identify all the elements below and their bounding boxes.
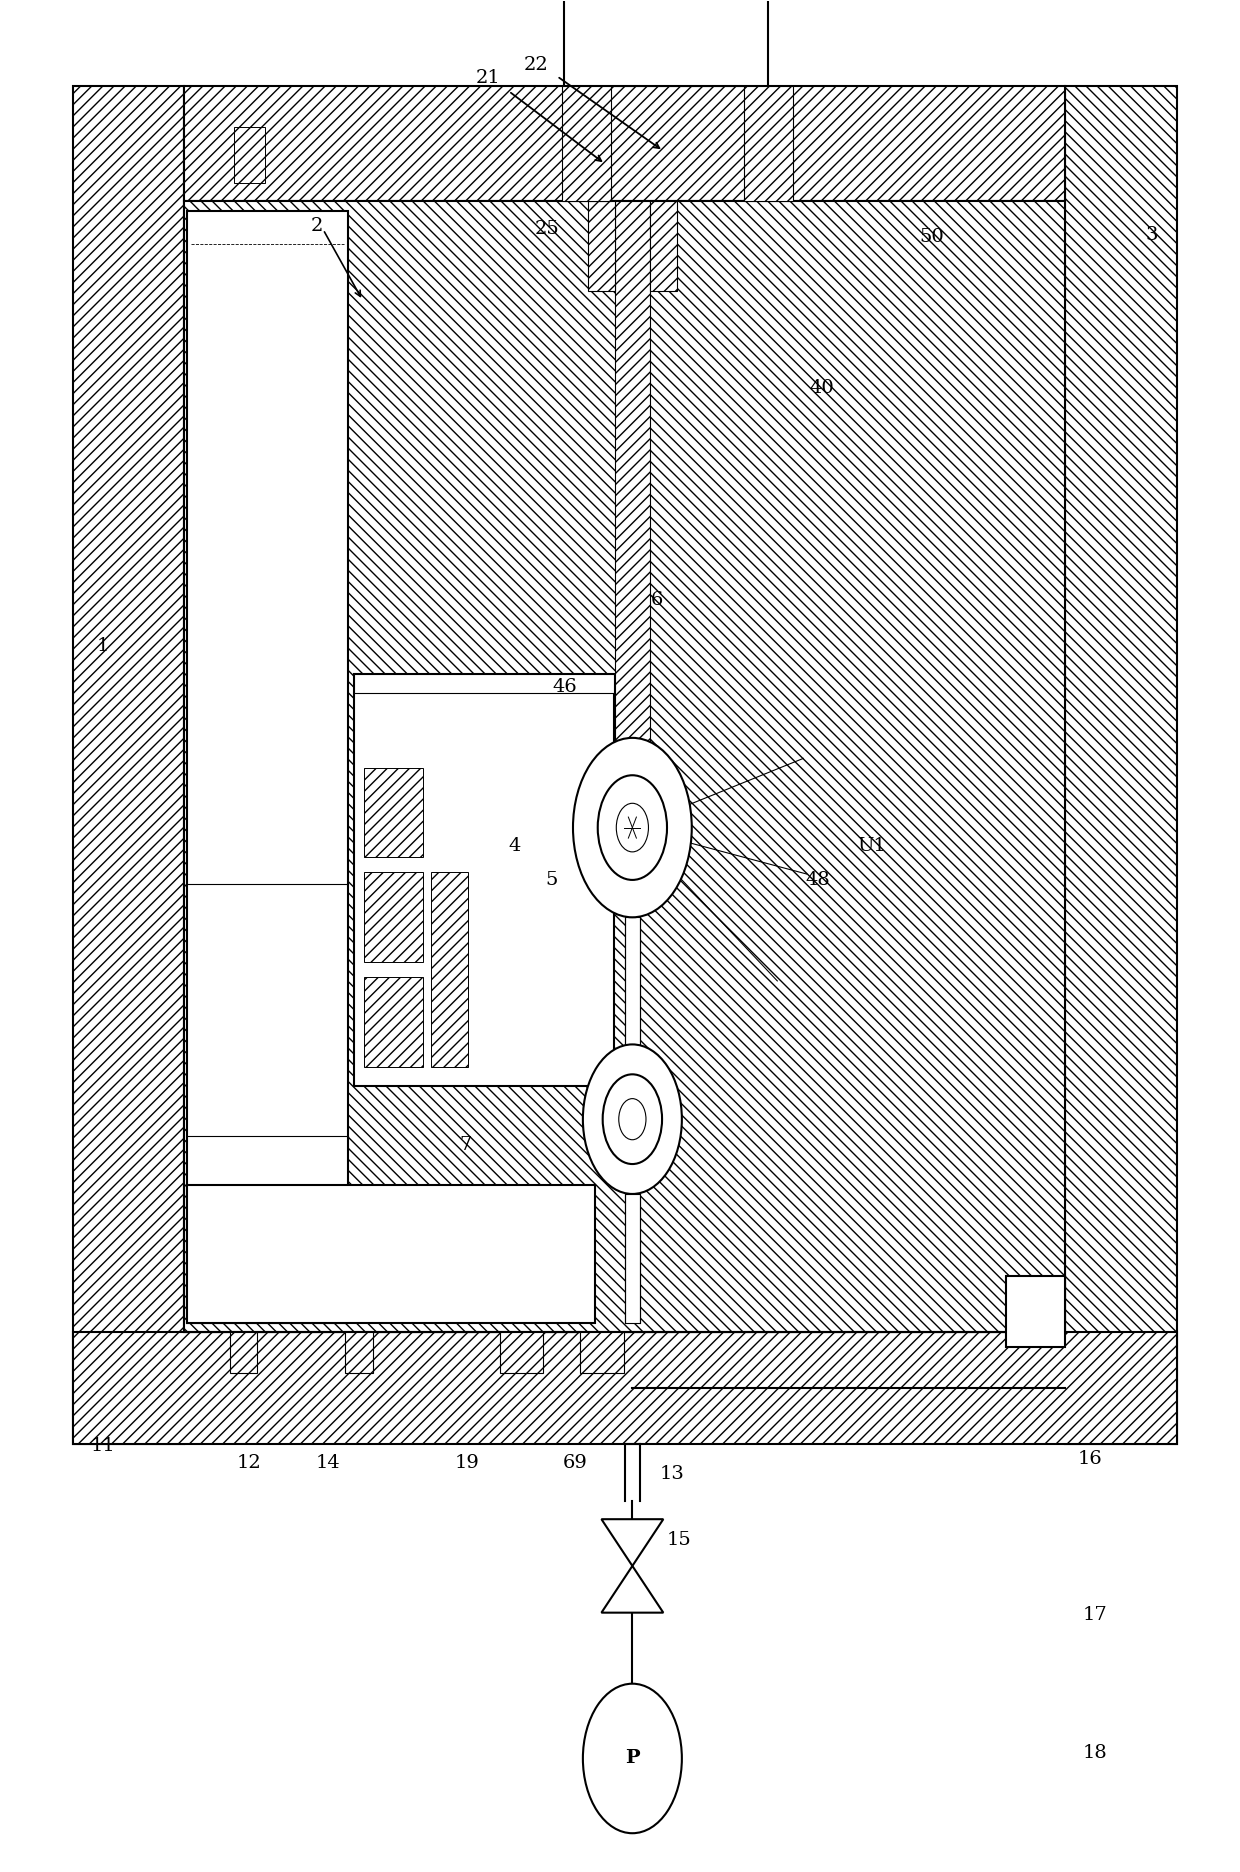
Bar xyxy=(363,768,423,857)
Circle shape xyxy=(583,1045,682,1194)
Bar xyxy=(588,202,615,292)
Circle shape xyxy=(603,1075,662,1164)
Text: 48: 48 xyxy=(806,870,831,889)
Polygon shape xyxy=(615,758,650,796)
Text: 6: 6 xyxy=(651,590,663,608)
Text: 25: 25 xyxy=(534,221,559,238)
Bar xyxy=(231,1333,258,1374)
Text: 4: 4 xyxy=(508,837,521,856)
Bar xyxy=(615,758,650,796)
Bar xyxy=(1006,1277,1065,1348)
Text: 46: 46 xyxy=(552,678,577,696)
Text: 69: 69 xyxy=(563,1455,588,1471)
Text: 11: 11 xyxy=(91,1438,115,1455)
Polygon shape xyxy=(601,1565,663,1612)
Text: 18: 18 xyxy=(1083,1745,1107,1762)
Bar xyxy=(234,127,265,183)
Polygon shape xyxy=(601,1520,663,1565)
Text: 15: 15 xyxy=(667,1531,692,1548)
Bar xyxy=(430,872,467,1067)
Text: 12: 12 xyxy=(237,1455,262,1471)
Bar xyxy=(580,1333,624,1374)
Text: 22: 22 xyxy=(523,56,548,73)
Text: P: P xyxy=(625,1750,640,1767)
Bar xyxy=(353,674,614,1086)
Bar xyxy=(73,86,185,1445)
Bar xyxy=(185,202,1065,1333)
Bar xyxy=(562,86,611,202)
Text: 5: 5 xyxy=(546,870,558,889)
Bar xyxy=(744,86,794,202)
Text: U1: U1 xyxy=(857,837,885,856)
Bar xyxy=(187,212,347,1324)
Text: 13: 13 xyxy=(660,1466,684,1483)
Text: 7: 7 xyxy=(459,1136,471,1155)
Bar xyxy=(185,86,1065,202)
Circle shape xyxy=(583,1683,682,1833)
Circle shape xyxy=(573,738,692,917)
Text: 17: 17 xyxy=(1083,1606,1107,1623)
Text: 40: 40 xyxy=(810,380,835,397)
Bar xyxy=(363,872,423,962)
Bar xyxy=(650,202,677,292)
Bar xyxy=(615,202,650,758)
Bar xyxy=(187,1185,595,1324)
Bar xyxy=(625,1194,640,1324)
Text: 19: 19 xyxy=(454,1455,479,1471)
Bar xyxy=(353,674,614,693)
Bar xyxy=(564,0,769,86)
Text: 1: 1 xyxy=(97,636,109,655)
Bar xyxy=(500,1333,543,1374)
Bar xyxy=(363,977,423,1067)
Text: 16: 16 xyxy=(1078,1451,1102,1468)
Text: 21: 21 xyxy=(475,69,500,86)
Circle shape xyxy=(598,775,667,880)
Text: 3: 3 xyxy=(1146,227,1158,243)
Text: 2: 2 xyxy=(311,217,324,234)
Text: 50: 50 xyxy=(919,228,944,245)
Bar xyxy=(73,1333,1177,1445)
Bar xyxy=(345,1333,372,1374)
Text: 14: 14 xyxy=(316,1455,341,1471)
Bar xyxy=(625,917,640,1048)
Circle shape xyxy=(616,803,649,852)
Circle shape xyxy=(619,1099,646,1140)
Bar xyxy=(1065,86,1177,1445)
